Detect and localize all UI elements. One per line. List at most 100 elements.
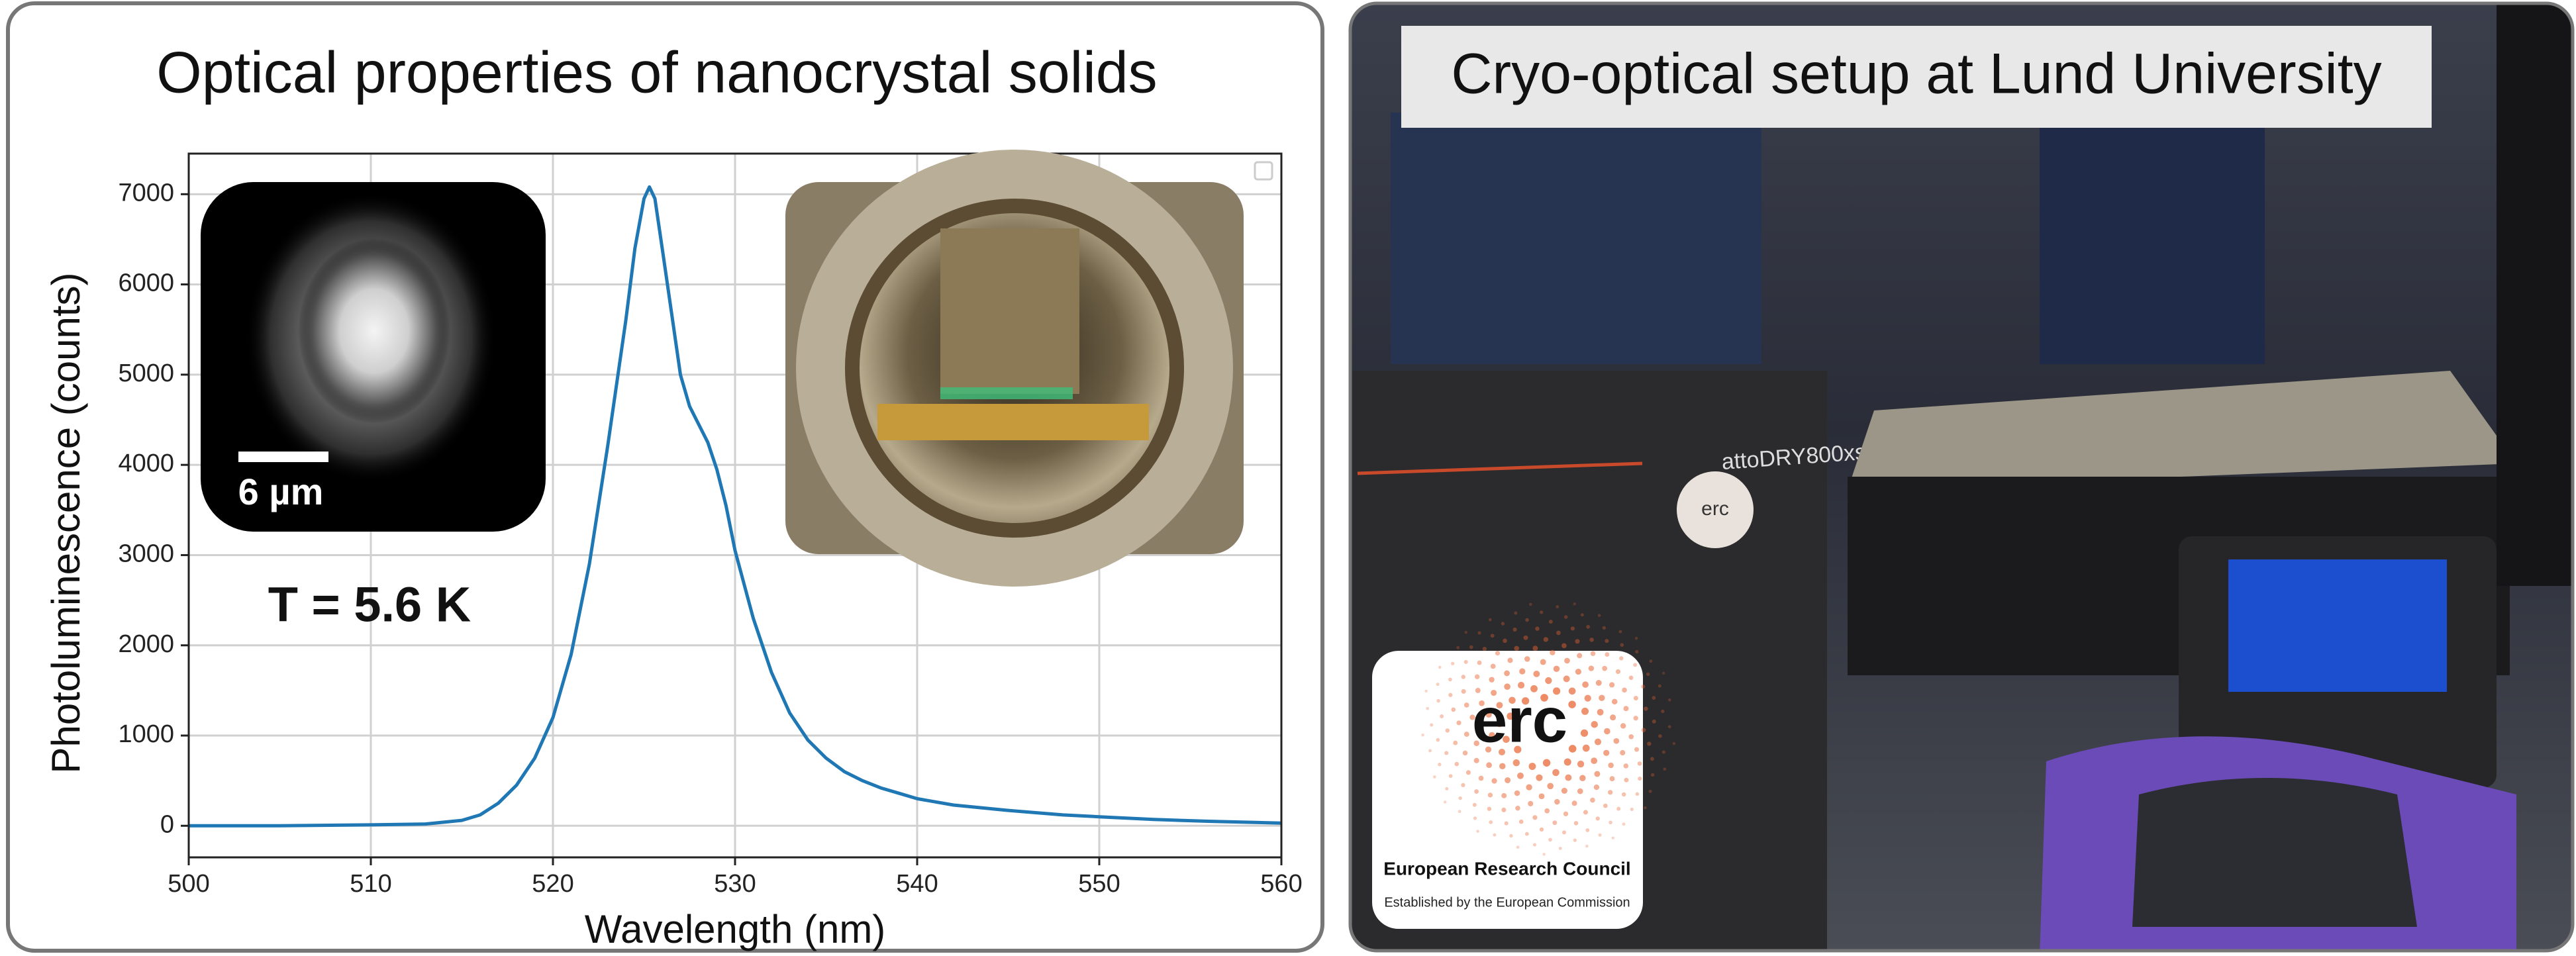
logo-dot <box>1585 844 1589 848</box>
logo-dot <box>1586 624 1590 629</box>
y-tick-label: 7000 <box>118 179 174 207</box>
logo-dot <box>1511 726 1520 734</box>
logo-dot <box>1608 762 1614 769</box>
logo-dot <box>1565 774 1572 781</box>
logo-dot <box>1507 657 1513 663</box>
logo-dot <box>1590 651 1596 656</box>
logo-dot <box>1443 800 1447 804</box>
logo-dot <box>1525 618 1529 622</box>
sticker-label: erc <box>1701 498 1729 520</box>
logo-dot <box>1476 830 1479 833</box>
logo-dot <box>1658 684 1661 688</box>
logo-dot <box>1473 816 1477 820</box>
logo-dot <box>1582 744 1590 752</box>
logo-dot <box>1577 653 1583 659</box>
erc-dots <box>1421 602 1676 856</box>
logo-dot <box>1451 707 1456 712</box>
logo-dot <box>1536 774 1543 781</box>
logo-dot <box>1477 660 1482 665</box>
pl-spot <box>298 238 450 424</box>
logo-dot <box>1487 806 1492 811</box>
logo-dot <box>1542 759 1551 767</box>
logo-dot <box>1662 671 1665 675</box>
logo-dot <box>1667 725 1671 729</box>
erc-subtitle: Established by the European Commission <box>1384 895 1630 910</box>
logo-dot <box>1514 611 1518 615</box>
logo-dot <box>1445 787 1449 790</box>
logo-dot <box>1501 792 1507 798</box>
y-tick-label: 1000 <box>118 720 174 748</box>
logo-dot <box>1448 693 1453 697</box>
logo-dot <box>1542 853 1546 856</box>
logo-dot <box>1609 682 1615 688</box>
logo-dot <box>1461 675 1466 679</box>
logo-dot <box>1618 630 1622 634</box>
logo-dot <box>1438 763 1442 767</box>
photo-objective <box>940 228 1079 394</box>
logo-dot <box>1661 750 1665 754</box>
logo-dot <box>1658 734 1662 738</box>
logo-dot <box>1561 787 1567 794</box>
logo-dot <box>1462 750 1468 756</box>
logo-dot <box>1558 847 1562 850</box>
logo-dot <box>1622 822 1626 826</box>
photo-screen <box>2228 559 2447 692</box>
logo-dot <box>1528 800 1534 806</box>
logo-dot <box>1517 772 1524 779</box>
logo-dot <box>1573 821 1579 826</box>
logo-dot <box>1540 610 1544 614</box>
logo-dot <box>1486 762 1492 769</box>
logo-dot <box>1489 820 1493 824</box>
logo-dot <box>1524 656 1530 662</box>
logo-dot <box>1630 807 1634 812</box>
logo-dot <box>1635 792 1640 796</box>
logo-dot <box>1590 797 1595 803</box>
logo-dot <box>1514 790 1520 796</box>
logo-dot <box>1426 706 1430 710</box>
logo-dot <box>1620 643 1624 647</box>
logo-dot <box>1485 746 1492 753</box>
logo-dot <box>1482 647 1487 651</box>
logo-dot <box>1611 698 1618 705</box>
logo-dot <box>1623 763 1629 769</box>
logo-dot <box>1440 714 1444 718</box>
logo-dot <box>1479 700 1485 706</box>
photo-monitor <box>1391 113 1761 364</box>
logo-dot <box>1599 694 1605 701</box>
logo-dot <box>1593 784 1600 790</box>
logo-dot <box>1515 805 1520 811</box>
logo-dot <box>1491 689 1497 696</box>
logo-dot <box>1650 757 1654 761</box>
y-tick-label: 3000 <box>118 540 174 567</box>
logo-dot <box>1568 745 1577 753</box>
logo-dot <box>1621 792 1626 797</box>
logo-dot <box>1548 837 1552 842</box>
logo-dot <box>1650 773 1655 777</box>
logo-dot <box>1445 728 1450 733</box>
logo-dot <box>1648 789 1652 793</box>
logo-dot <box>1661 709 1665 714</box>
logo-dot <box>1487 792 1493 798</box>
logo-dot <box>1540 659 1546 665</box>
logo-dot <box>1518 819 1524 824</box>
logo-dot <box>1491 778 1497 784</box>
logo-dot <box>1628 734 1634 740</box>
logo-dot <box>1504 683 1511 690</box>
logo-dot <box>1624 777 1629 783</box>
logo-dot <box>1548 620 1553 624</box>
x-tick-label: 550 <box>1078 870 1120 898</box>
line-series <box>189 185 1282 828</box>
logo-dot <box>1521 697 1530 705</box>
erc-mark: erc <box>1472 685 1567 755</box>
photo-table <box>1848 371 2516 490</box>
photo-title: Cryo-optical setup at Lund University <box>1451 42 2381 106</box>
logo-dot <box>1577 788 1583 794</box>
logo-dot <box>1473 740 1479 746</box>
photo-rack <box>2497 3 2573 586</box>
logo-dot <box>1641 684 1646 689</box>
logo-dot <box>1581 707 1589 715</box>
logo-dot <box>1575 668 1581 675</box>
logo-dot <box>1495 651 1501 656</box>
